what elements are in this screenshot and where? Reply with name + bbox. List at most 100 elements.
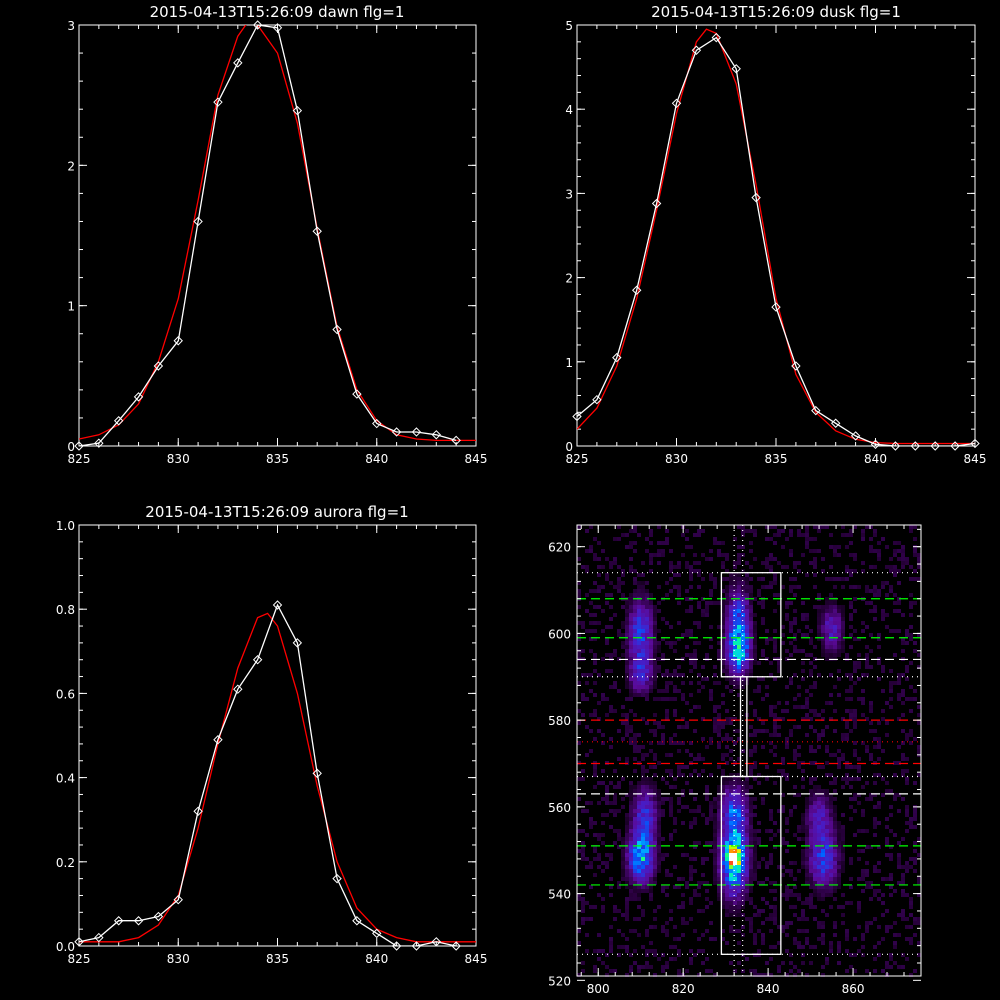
heatmap-cell [825,837,829,841]
heatmap-cell [681,821,685,825]
heatmap-cell [733,577,737,581]
heatmap-cell [705,745,709,749]
heatmap-cell [629,673,633,677]
heatmap-cell [645,873,649,877]
heatmap-cell [901,953,905,957]
heatmap-cell [821,857,825,861]
heatmap-cell [657,797,661,801]
heatmap-cell [637,809,641,813]
heatmap-cell [657,813,661,817]
heatmap-cell [629,529,633,533]
heatmap-cell [761,601,765,605]
heatmap-cell [625,833,629,837]
heatmap-cell [877,953,881,957]
heatmap-cell [781,565,785,569]
heatmap-cell [729,805,733,809]
heatmap-cell [649,789,653,793]
heatmap-cell [677,585,681,589]
heatmap-cell [697,705,701,709]
heatmap-cell [713,665,717,669]
heatmap-cell [721,753,725,757]
heatmap-cell [833,753,837,757]
heatmap-cell [625,905,629,909]
heatmap-cell [745,845,749,849]
heatmap-cell [641,649,645,653]
heatmap-cell [629,889,633,893]
heatmap-cell [697,621,701,625]
heatmap-cell [841,753,845,757]
heatmap-cell [809,877,813,881]
heatmap-cell [821,889,825,893]
heatmap-cell [737,593,741,597]
dawn-data-point [332,324,342,335]
heatmap-cell [801,649,805,653]
heatmap-cell [789,869,793,873]
heatmap-cell [865,665,869,669]
heatmap-cell [909,577,913,581]
heatmap-cell [737,885,741,889]
heatmap-cell [817,877,821,881]
heatmap-cell [877,925,881,929]
heatmap-cell [737,589,741,593]
heatmap-cell [673,673,677,677]
heatmap-cell [725,557,729,561]
heatmap-cell [621,713,625,717]
heatmap-cell [793,785,797,789]
heatmap-cell [721,873,725,877]
heatmap-cell [885,781,889,785]
heatmap-cell [825,789,829,793]
heatmap-cell [749,641,753,645]
heatmap-cell [865,585,869,589]
heatmap-cell [597,865,601,869]
heatmap-cells [577,525,921,977]
heatmap-cell [605,785,609,789]
heatmap-cell [749,889,753,893]
heatmap-cell [865,525,869,529]
heatmap-cell [661,697,665,701]
heatmap-cell [893,681,897,685]
heatmap-cell [625,949,629,953]
heatmap-cell [901,865,905,869]
heatmap-cell [737,653,741,657]
heatmap-cell [821,613,825,617]
heatmap-cell [753,765,757,769]
heatmap-cell [669,957,673,961]
heatmap-cell [797,761,801,765]
heatmap-cell [793,561,797,565]
heatmap-cell [665,965,669,969]
heatmap-cell [825,745,829,749]
heatmap-cell [629,813,633,817]
heatmap-cell [633,549,637,553]
heatmap-cell [741,797,745,801]
heatmap-cell [653,873,657,877]
heatmap-cell [633,809,637,813]
heatmap-cell [625,817,629,821]
heatmap-cell [581,853,585,857]
heatmap-cell [637,825,641,829]
heatmap-cell [729,901,733,905]
heatmap-cell [817,797,821,801]
heatmap-cell [633,629,637,633]
heatmap-cell [745,609,749,613]
heatmap-cell [601,869,605,873]
heatmap-cell [653,793,657,797]
heatmap-cell [581,969,585,973]
heatmap-cell [897,601,901,605]
heatmap-cell [753,973,757,977]
heatmap-cell [873,605,877,609]
heatmap-cell [825,577,829,581]
heatmap-cell [857,857,861,861]
heatmap-cell [657,689,661,693]
heatmap-cell [773,833,777,837]
heatmap-cell [813,789,817,793]
heatmap-cell [753,877,757,881]
heatmap-cell [581,897,585,901]
heatmap-cell [869,729,873,733]
heatmap-cell [721,881,725,885]
heatmap-cell [641,689,645,693]
heatmap-cell [633,589,637,593]
heatmap-cell [913,549,917,553]
heatmap-cell [753,641,757,645]
heatmap-cell [813,817,817,821]
heatmap-cell [629,661,633,665]
